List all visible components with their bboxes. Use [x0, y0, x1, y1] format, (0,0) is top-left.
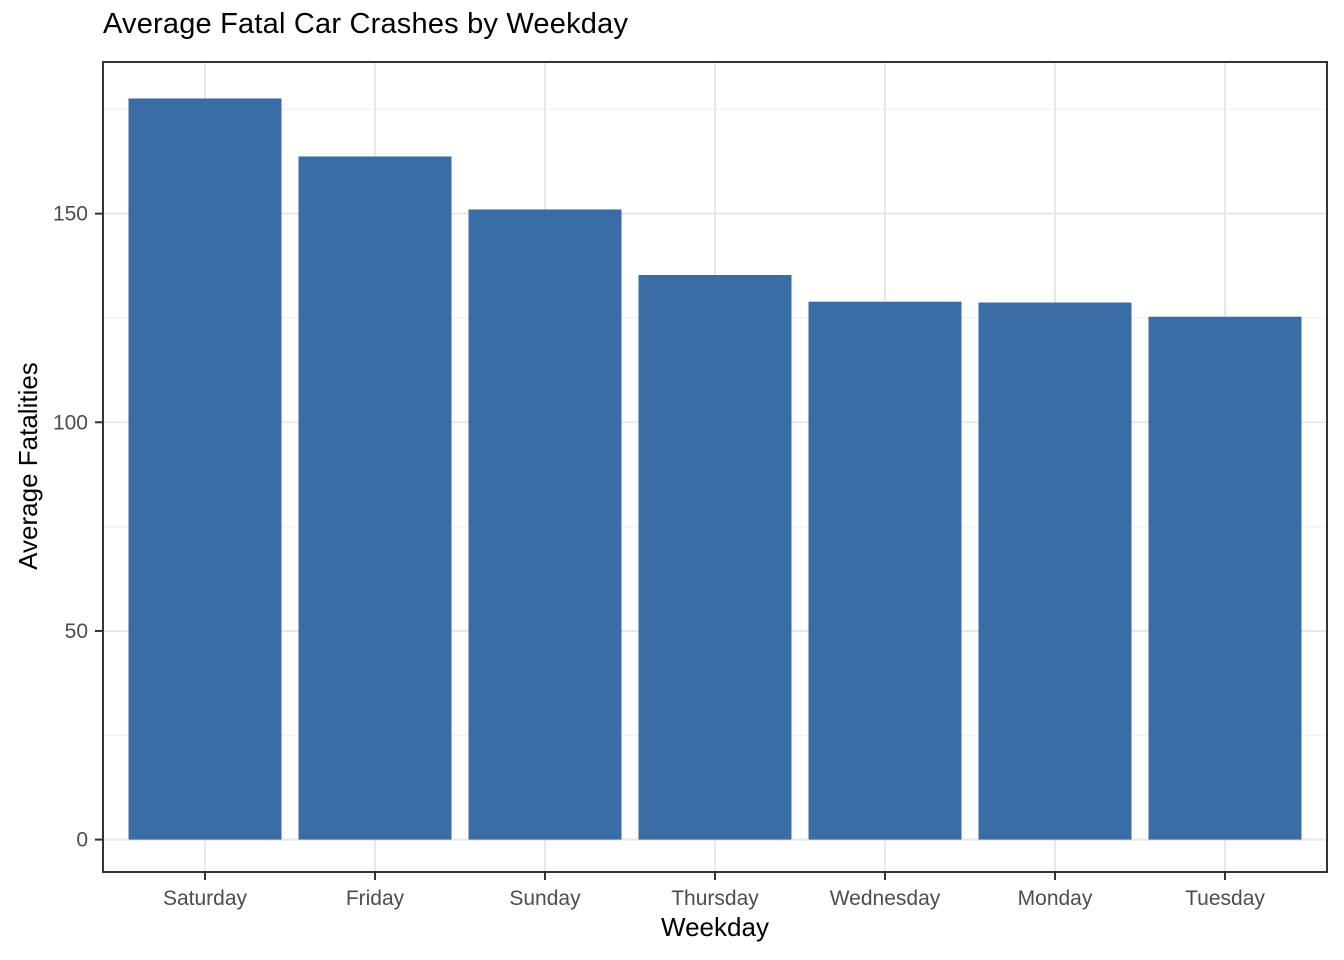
bar-wednesday [808, 301, 962, 840]
bar-thursday [638, 274, 792, 840]
bar-monday [978, 302, 1132, 840]
y-tick-label: 150 [53, 203, 88, 226]
y-tick-label: 50 [65, 620, 88, 643]
x-tick-label: Friday [346, 887, 405, 910]
y-tick-label: 100 [53, 411, 88, 434]
x-tick-label: Sunday [509, 887, 581, 910]
x-tick-label: Tuesday [1185, 887, 1265, 910]
bar-friday [298, 156, 452, 840]
x-axis-title: Weekday [661, 912, 769, 942]
bar-saturday [128, 98, 282, 840]
x-tick-label: Wednesday [830, 887, 941, 910]
x-tick-label: Saturday [163, 887, 248, 910]
chart-title: Average Fatal Car Crashes by Weekday [103, 8, 629, 40]
bar-sunday [468, 209, 622, 840]
y-tick-label: 0 [76, 829, 88, 852]
bar-tuesday [1148, 316, 1302, 840]
x-tick-label: Monday [1018, 887, 1093, 910]
x-tick-label: Thursday [671, 887, 759, 910]
y-axis-title: Average Fatalities [13, 362, 43, 570]
